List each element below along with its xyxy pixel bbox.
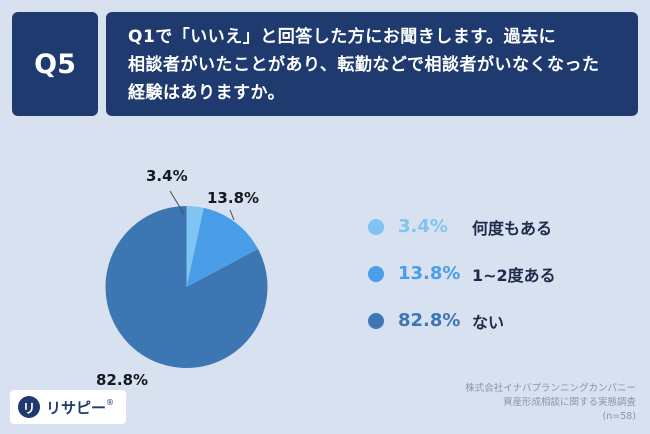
risapy-logo-text: リサピー xyxy=(46,398,107,417)
legend-label: ない xyxy=(472,312,505,332)
source-line-1: 株式会社イナバプランニングカンパニー xyxy=(465,383,636,394)
pie-chart xyxy=(105,190,268,368)
leader-line-medium-slice xyxy=(229,209,235,221)
leader-line-small-slice xyxy=(169,190,185,215)
legend-item: 13.8% 1~2度ある xyxy=(368,260,556,287)
legend-dot-icon xyxy=(368,265,384,282)
legend-item: 3.4% 何度もある xyxy=(368,213,556,240)
pie-value-label-small: 3.4% xyxy=(146,167,188,185)
legend-label: 1~2度ある xyxy=(472,265,556,285)
source-line-2: 資産形成相談に関する実態調査 xyxy=(502,397,636,408)
legend: 3.4% 何度もある 13.8% 1~2度ある 82.8% ない xyxy=(368,213,556,354)
pie-slice-0 xyxy=(186,206,204,287)
risapy-logo-icon: リ xyxy=(18,396,40,418)
pie-slice-1 xyxy=(186,207,258,287)
question-line-2: 相談者がいたことがあり、転勤などで相談者がいなくなった xyxy=(128,55,600,75)
registered-mark: ® xyxy=(106,398,115,407)
legend-percent: 82.8% xyxy=(398,310,461,331)
question-number: Q5 xyxy=(34,48,76,80)
pie-value-label-medium: 13.8% xyxy=(207,189,260,207)
legend-item: 82.8% ない xyxy=(368,307,556,334)
question-number-badge: Q5 xyxy=(12,12,98,116)
pie-value-label-large: 82.8% xyxy=(96,371,149,389)
legend-dot-icon xyxy=(368,218,384,235)
question-line-3: 経験はありますか。 xyxy=(128,83,286,103)
source-attribution: 株式会社イナバプランニングカンパニー 資産形成相談に関する実態調査 (n=58) xyxy=(465,382,636,424)
source-line-3: (n=58) xyxy=(602,411,636,422)
legend-percent: 3.4% xyxy=(398,216,448,237)
legend-dot-icon xyxy=(368,312,384,329)
question-panel: Q1で「いいえ」と回答した方にお聞きします。過去に 相談者がいたことがあり、転勤… xyxy=(106,12,638,116)
legend-percent: 13.8% xyxy=(398,263,461,284)
question-line-1: Q1で「いいえ」と回答した方にお聞きします。過去に xyxy=(128,27,557,47)
risapy-logo: リ リサピー ® xyxy=(10,390,127,424)
legend-label: 何度もある xyxy=(472,218,553,238)
